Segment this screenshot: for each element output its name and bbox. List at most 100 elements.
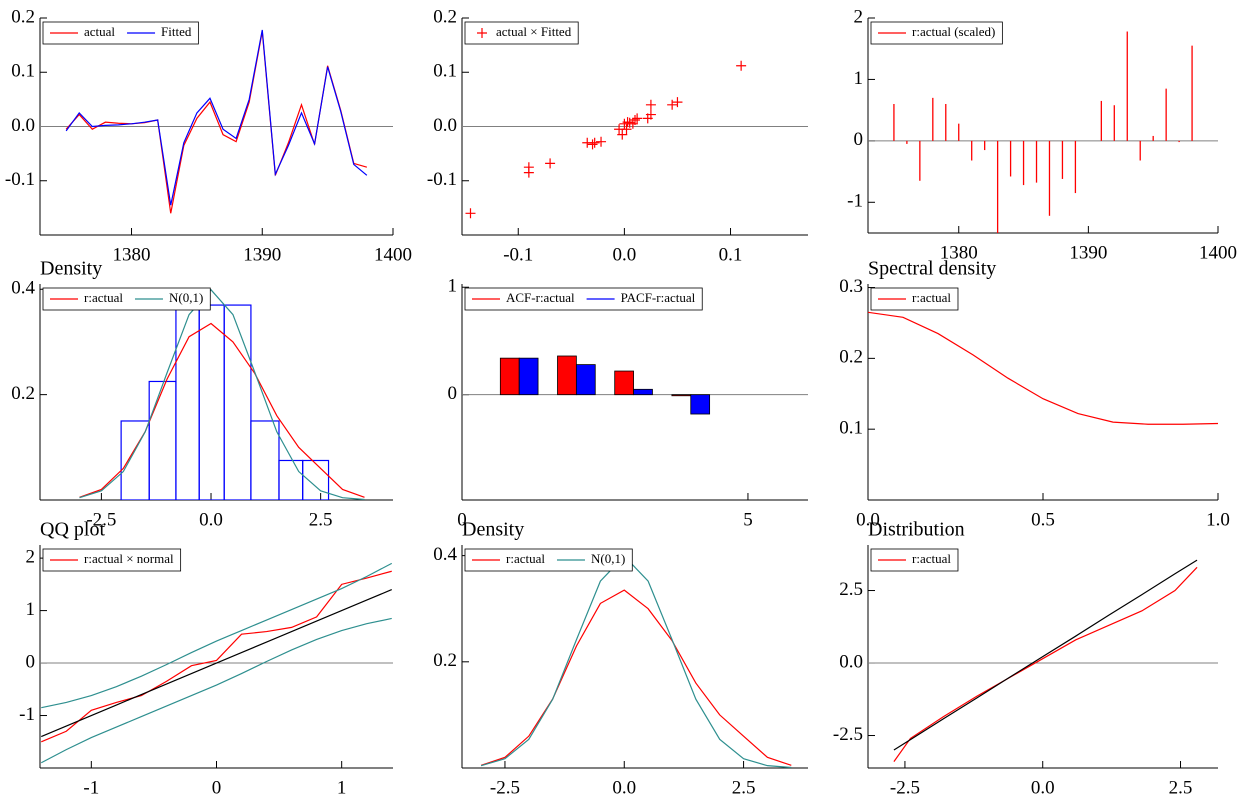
histogram-bin [278, 459, 304, 500]
plus-marker [630, 114, 640, 125]
y-tick-label: 0.1 [11, 61, 35, 82]
histogram-bin [250, 420, 280, 500]
panel: -0.1 0.0 0.1 -0.1 0.0 0.1 0.2 actual × Fitted [427, 6, 818, 265]
legend-label: r:actual [506, 551, 545, 566]
legend-box [464, 21, 579, 45]
bar [614, 370, 634, 396]
y-tick-label: 0.1 [433, 61, 457, 82]
x-tick-label: 0.0 [856, 509, 880, 530]
x-tick-label: -2.5 [890, 777, 920, 798]
legend-label: r:actual [912, 290, 951, 305]
x-tick-label: 1390 [1069, 242, 1107, 263]
plot-area [65, 29, 368, 214]
histogram-bin [223, 304, 252, 500]
legend: r:actual [870, 548, 959, 572]
x-tick-label: 1390 [243, 244, 281, 265]
y-tick-label: 0.3 [839, 276, 863, 297]
y-tick-label: 0.0 [433, 115, 457, 136]
plot-area [893, 559, 1198, 762]
plus-marker [621, 124, 632, 135]
panel: -2.5 0.0 2.5 -2.5 0.0 2.5 Distribution r:actual [833, 519, 1218, 798]
panel: 0 5 0 1 ACF-r:actual PACF-r:actual [448, 276, 808, 530]
plot-area [868, 311, 1218, 425]
y-tick-label: 2 [26, 546, 36, 567]
legend: r:actual (scaled) [870, 21, 1003, 45]
y-tick-label: -0.1 [5, 169, 35, 190]
panel-title: Distribution [868, 519, 965, 541]
y-tick-label: 2.5 [839, 579, 863, 600]
y-tick-label: 1 [26, 599, 36, 620]
legend: r:actual N(0,1) [42, 287, 211, 311]
histogram-bin [148, 380, 177, 500]
plus-marker [617, 129, 628, 140]
plus-marker [667, 99, 678, 110]
legend-label: N(0,1) [169, 290, 203, 305]
legend: r:actual [870, 287, 959, 311]
series-line [480, 589, 792, 766]
plus-marker [808, 27, 818, 37]
plus-marker [632, 113, 643, 124]
series-line [65, 29, 368, 206]
x-tick-label: 0.0 [613, 244, 637, 265]
x-tick-label: 0.0 [612, 777, 636, 798]
y-tick-label: 0.0 [11, 115, 35, 136]
x-tick-label: -2.5 [490, 777, 520, 798]
histogram-bin [175, 304, 200, 500]
legend-box [870, 287, 959, 311]
series-line [480, 555, 792, 768]
legend-box [42, 21, 199, 45]
legend: r:actual × normal [42, 548, 182, 572]
plot-area [40, 562, 393, 764]
x-tick-label: 1380 [113, 244, 151, 265]
y-tick-label: 0 [26, 651, 36, 672]
series-line [40, 617, 392, 764]
legend-box [464, 548, 633, 572]
series-line [41, 570, 392, 743]
y-tick-label: 0 [448, 383, 458, 404]
x-tick-label: 1.0 [1206, 509, 1230, 530]
histogram-bin [302, 459, 330, 500]
plus-marker [587, 139, 598, 150]
plus-marker [545, 158, 556, 169]
legend: ACF-r:actual PACF-r:actual [464, 287, 703, 311]
plus-marker [596, 136, 607, 147]
bar [633, 388, 653, 396]
y-tick-label: 0.2 [433, 650, 457, 671]
legend: actual × Fitted [464, 21, 579, 45]
x-tick-label: 0.0 [1031, 777, 1055, 798]
panel-title: Density [462, 519, 524, 541]
legend: actual Fitted [42, 21, 199, 45]
x-tick-label: -2.5 [86, 509, 116, 530]
y-tick-label: 0.2 [11, 383, 35, 404]
legend-label: N(0,1) [591, 551, 625, 566]
x-tick-label: 2.5 [309, 509, 333, 530]
bar [518, 357, 539, 396]
plus-marker [645, 99, 656, 110]
series-line [79, 288, 365, 500]
panel-title: QQ plot [40, 519, 105, 541]
series-line [893, 559, 1198, 751]
panel: 1380 1390 1400 -1 0 1 2 r:actual (scaled) [847, 6, 1237, 263]
legend-box [42, 548, 182, 572]
y-tick-label: 0 [854, 129, 864, 150]
plus-marker [477, 28, 487, 38]
plus-marker [736, 60, 747, 71]
legend-label: ACF-r:actual [506, 290, 575, 305]
panel-title: Density [40, 258, 102, 280]
legend-label: actual [84, 24, 115, 39]
x-tick-label: 0.1 [719, 244, 743, 265]
y-tick-label: 0.4 [11, 278, 35, 299]
plot-area [480, 555, 792, 768]
x-tick-label: 1 [337, 777, 347, 798]
legend-label: r:actual [84, 290, 123, 305]
x-tick-label: 1380 [940, 242, 978, 263]
y-tick-label: 0.2 [11, 6, 35, 27]
plus-marker [465, 208, 476, 219]
x-tick-label: 0.0 [199, 509, 223, 530]
bar [690, 394, 711, 415]
plot-area [79, 288, 365, 500]
bar [671, 394, 692, 397]
